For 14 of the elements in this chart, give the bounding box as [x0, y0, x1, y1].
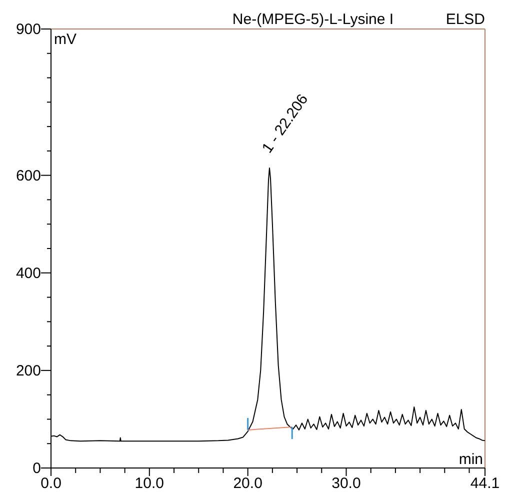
x-tick-label: 20.0 — [233, 475, 262, 492]
x-tick-label: 0.0 — [40, 475, 62, 492]
x-tick-label: 10.0 — [134, 475, 164, 492]
x-axis-title: min — [458, 451, 483, 468]
y-tick-label: 0 — [32, 460, 41, 477]
x-tick-label: 44.1 — [470, 475, 500, 492]
y-tick-label: 600 — [16, 167, 41, 184]
x-tick-label: 30.0 — [332, 475, 361, 492]
y-tick-label: 200 — [16, 362, 41, 380]
y-tick-label: 400 — [16, 264, 41, 282]
y-tick-label: 900 — [16, 21, 41, 38]
y-axis-title: mV — [54, 31, 76, 48]
chart-subtitle: ELSD — [446, 11, 486, 28]
chart-title: Ne-(MPEG-5)-L-Lysine I — [232, 11, 394, 28]
